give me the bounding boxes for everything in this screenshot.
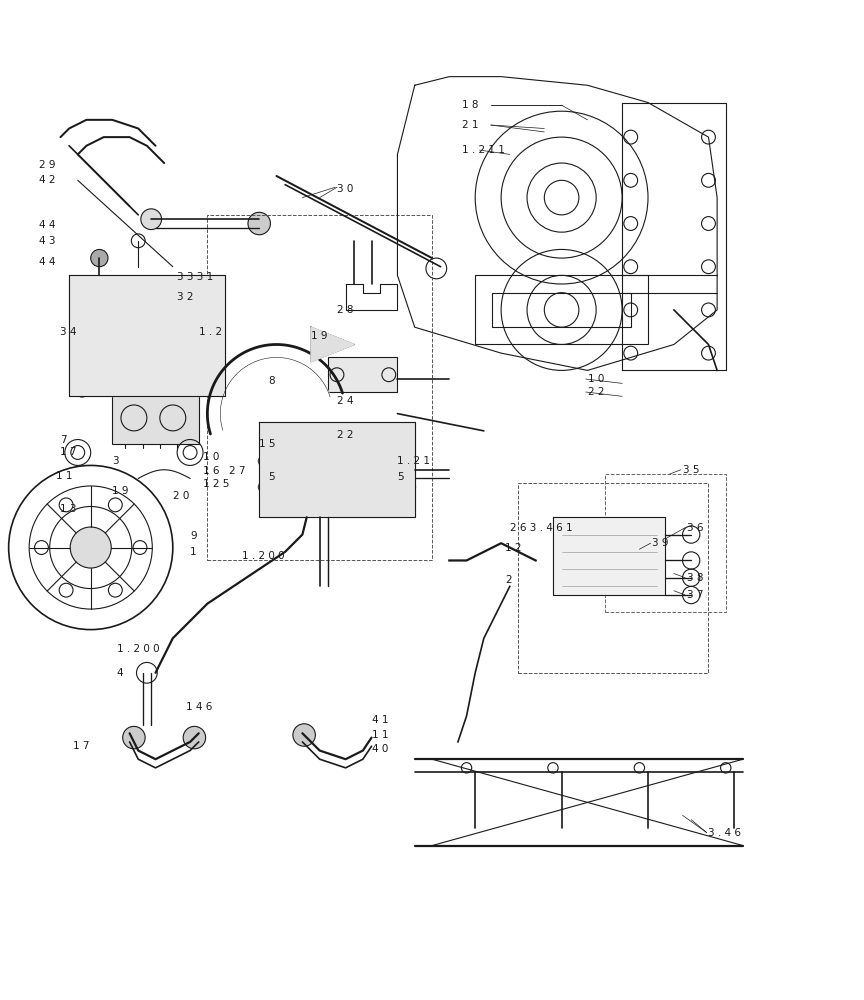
Circle shape bbox=[91, 249, 108, 267]
Text: 4 1: 4 1 bbox=[372, 715, 388, 725]
Text: 2 2: 2 2 bbox=[337, 430, 353, 440]
Text: 1 . 2 1 1: 1 . 2 1 1 bbox=[462, 145, 505, 155]
Text: 3 7: 3 7 bbox=[687, 590, 703, 600]
Text: 1 5: 1 5 bbox=[259, 439, 276, 449]
Text: 1 . 2: 1 . 2 bbox=[199, 327, 222, 337]
Bar bbox=[112, 392, 199, 444]
Text: 5: 5 bbox=[397, 472, 404, 482]
Text: 4: 4 bbox=[117, 668, 124, 678]
Text: 4 3: 4 3 bbox=[39, 236, 55, 246]
Polygon shape bbox=[311, 327, 354, 362]
Bar bbox=[207, 215, 432, 560]
Text: 1 3: 1 3 bbox=[60, 504, 77, 514]
Polygon shape bbox=[553, 517, 665, 595]
Text: 1 7: 1 7 bbox=[73, 741, 90, 751]
Bar bbox=[605, 474, 726, 612]
Circle shape bbox=[248, 212, 270, 235]
Text: 1: 1 bbox=[190, 547, 197, 557]
Text: 1 2: 1 2 bbox=[505, 543, 522, 553]
Text: 4 4: 4 4 bbox=[39, 220, 55, 230]
Text: 4 2: 4 2 bbox=[39, 175, 55, 185]
Text: 4 0: 4 0 bbox=[372, 744, 388, 754]
Text: 1 9: 1 9 bbox=[311, 331, 327, 341]
Text: 1 . 2 1: 1 . 2 1 bbox=[397, 456, 430, 466]
Text: 7: 7 bbox=[60, 435, 67, 445]
Text: 3 0: 3 0 bbox=[337, 184, 353, 194]
Circle shape bbox=[123, 726, 145, 749]
Text: 2 4: 2 4 bbox=[337, 396, 353, 406]
Text: 1 1: 1 1 bbox=[56, 471, 73, 481]
Text: 1 1: 1 1 bbox=[372, 730, 388, 740]
Bar bbox=[73, 336, 95, 353]
Text: 3 6: 3 6 bbox=[687, 523, 703, 533]
Text: 4 4: 4 4 bbox=[39, 257, 55, 267]
Text: 1 0: 1 0 bbox=[588, 374, 604, 384]
Bar bbox=[475, 275, 648, 344]
Text: 3 9: 3 9 bbox=[652, 538, 669, 548]
Text: 2: 2 bbox=[505, 575, 512, 585]
Text: 1 9: 1 9 bbox=[112, 486, 129, 496]
Circle shape bbox=[70, 527, 111, 568]
Polygon shape bbox=[69, 275, 225, 396]
Text: 2 2: 2 2 bbox=[588, 387, 604, 397]
Text: 1 4 6: 1 4 6 bbox=[186, 702, 213, 712]
Text: 3 . 4 6: 3 . 4 6 bbox=[708, 828, 741, 838]
Text: 1 2 5: 1 2 5 bbox=[203, 479, 230, 489]
Text: 1 7: 1 7 bbox=[60, 447, 77, 457]
Circle shape bbox=[293, 724, 315, 746]
Text: 1 8: 1 8 bbox=[462, 100, 479, 110]
Text: 2 1: 2 1 bbox=[462, 120, 479, 130]
Text: 8: 8 bbox=[268, 376, 275, 386]
Text: 2 9: 2 9 bbox=[39, 160, 55, 170]
Text: 2 0: 2 0 bbox=[173, 491, 189, 501]
Polygon shape bbox=[259, 422, 415, 517]
Text: 1 . 2 0 0: 1 . 2 0 0 bbox=[242, 551, 284, 561]
Text: 2 6 3 . 4 6 1: 2 6 3 . 4 6 1 bbox=[510, 523, 572, 533]
Bar bbox=[492, 293, 631, 327]
Bar bbox=[518, 483, 708, 673]
Text: 1 0: 1 0 bbox=[203, 452, 219, 462]
Text: 3 2: 3 2 bbox=[177, 292, 194, 302]
Text: 5: 5 bbox=[268, 472, 275, 482]
Bar bbox=[328, 357, 397, 392]
Text: 1 6: 1 6 bbox=[203, 466, 219, 476]
Text: 3 8: 3 8 bbox=[687, 573, 703, 583]
Text: 3: 3 bbox=[112, 456, 119, 466]
Text: 3 4: 3 4 bbox=[60, 327, 77, 337]
Circle shape bbox=[141, 209, 162, 230]
Text: 2 7: 2 7 bbox=[229, 466, 245, 476]
Text: 2 8: 2 8 bbox=[337, 305, 353, 315]
Text: 9: 9 bbox=[190, 531, 197, 541]
Text: 3 3 3 1: 3 3 3 1 bbox=[177, 272, 213, 282]
Text: 1 . 2 0 0: 1 . 2 0 0 bbox=[117, 644, 159, 654]
Text: 3 5: 3 5 bbox=[683, 465, 699, 475]
Circle shape bbox=[183, 726, 206, 749]
